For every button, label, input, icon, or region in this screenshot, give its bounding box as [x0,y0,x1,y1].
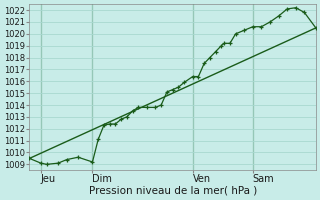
X-axis label: Pression niveau de la mer( hPa ): Pression niveau de la mer( hPa ) [89,186,257,196]
